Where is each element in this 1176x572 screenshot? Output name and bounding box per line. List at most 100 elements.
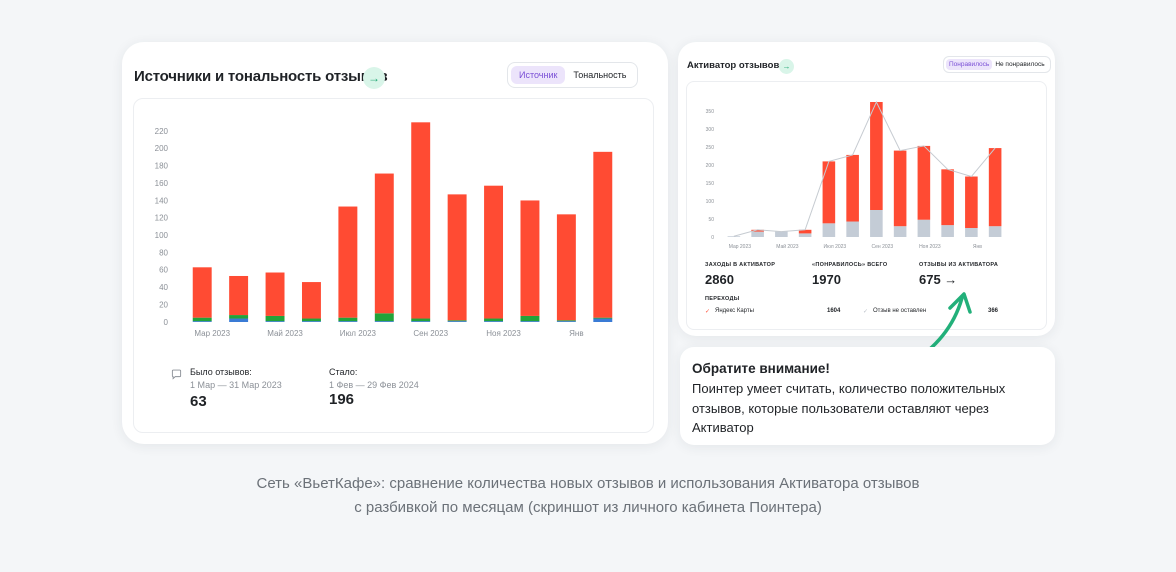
bar-segment[interactable] [520, 321, 540, 322]
bar-segment[interactable] [556, 321, 576, 322]
caption-line-2: с разбивкой по месяцам (скриншот из личн… [354, 499, 822, 516]
bar-segment[interactable] [822, 161, 836, 224]
y-tick-label: 120 [155, 214, 169, 223]
y-tick-label: 140 [155, 196, 169, 205]
stat-liked-caption: «ПОНРАВИЛОСЬ» ВСЕГО [812, 262, 888, 268]
bar-segment[interactable] [192, 321, 212, 322]
stat-liked-value: 1970 [812, 272, 841, 287]
x-tick-label: Ноя 2023 [486, 329, 521, 338]
bar-segment[interactable] [447, 194, 467, 321]
bar-segment[interactable] [751, 231, 764, 237]
bar-segment[interactable] [520, 315, 540, 322]
bar-segment[interactable] [301, 318, 321, 322]
y-tick-label: 0 [164, 318, 169, 327]
x-tick-label: Янв [569, 329, 583, 338]
bar-segment[interactable] [229, 275, 249, 316]
bar-segment[interactable] [374, 321, 394, 322]
bar-segment[interactable] [965, 176, 978, 228]
bar-segment[interactable] [484, 321, 504, 322]
bar-segment[interactable] [893, 150, 907, 227]
x-tick-label: Май 2023 [267, 329, 303, 338]
bar-segment[interactable] [751, 229, 764, 232]
bar-segment[interactable] [374, 313, 394, 322]
bar-segment[interactable] [229, 315, 249, 319]
bar-segment[interactable] [411, 318, 431, 322]
bar-segment[interactable] [265, 272, 285, 316]
bar-segment[interactable] [265, 315, 285, 322]
bar-segment[interactable] [988, 226, 1002, 237]
bar-segment[interactable] [229, 318, 249, 322]
bar-segment[interactable] [727, 236, 741, 237]
activator-panel: 0 50 100 150 200 250 300 350 Мар 2023 Май 2023 Июл… [686, 81, 1047, 330]
bar-segment[interactable] [411, 321, 431, 322]
bar-segment[interactable] [301, 282, 321, 319]
tab-liked[interactable]: Понравилось [946, 59, 993, 70]
bar-segment[interactable] [965, 228, 978, 237]
bar-segment[interactable] [484, 185, 504, 319]
bar-segment[interactable] [484, 318, 504, 322]
bar-segment[interactable] [338, 317, 358, 322]
transition-value: 366 [988, 308, 999, 314]
activator-title: Активатор отзывов [687, 60, 780, 71]
bar-segment[interactable] [520, 200, 540, 316]
bar-segment[interactable] [870, 102, 883, 210]
tab-tonality[interactable]: Тональность [573, 70, 627, 80]
y-tick-label: 200 [155, 144, 169, 153]
bar-segment[interactable] [593, 318, 613, 322]
bar-segment[interactable] [941, 225, 954, 237]
bar-segment[interactable] [338, 321, 358, 322]
stat-reviews-value[interactable]: 675 → [919, 272, 958, 287]
bar-segment[interactable] [775, 231, 788, 237]
bar-segment[interactable] [556, 214, 576, 321]
note-text: Поинтер умеет считать, количество положи… [692, 381, 1006, 435]
bar-segment[interactable] [447, 320, 467, 322]
bar-segment[interactable] [301, 321, 321, 322]
bar-segment[interactable] [798, 233, 812, 237]
y-tick-label: 250 [706, 145, 715, 151]
y-tick-label: 180 [155, 162, 169, 171]
y-tick-label: 40 [159, 283, 168, 292]
transition-label: Яндекс Карты [715, 308, 754, 314]
tab-source[interactable]: Источник [511, 66, 566, 84]
bar-segment[interactable] [374, 173, 394, 314]
stat-visits-caption: ЗАХОДЫ В АКТИВАТОР [705, 262, 776, 268]
bar-segment[interactable] [870, 210, 883, 237]
bar-segment[interactable] [846, 221, 859, 237]
transition-value: 1604 [827, 308, 841, 314]
bar-segment[interactable] [941, 169, 954, 226]
sources-card: Источники и тональность отзывов → Источн… [122, 42, 668, 444]
bar-segment[interactable] [411, 122, 431, 319]
bar-segment[interactable] [846, 154, 859, 222]
y-tick-label: 50 [708, 217, 714, 223]
bar-segment[interactable] [988, 148, 1002, 227]
bar-segment[interactable] [447, 321, 467, 322]
arrow-right-icon[interactable]: → [363, 67, 385, 89]
bar-segment[interactable] [265, 321, 285, 322]
transition-label: Отзыв не оставлен [873, 308, 927, 314]
bar-segment[interactable] [798, 229, 812, 234]
bar-segment[interactable] [917, 145, 931, 220]
bar-segment[interactable] [192, 317, 212, 322]
page-title: Источники и тональность отзывов [134, 68, 388, 85]
bar-segment[interactable] [556, 320, 576, 322]
x-tick-label: Июл 2023 [824, 244, 847, 250]
bar-segment[interactable] [917, 219, 931, 237]
bar-segment[interactable] [593, 151, 613, 318]
like-dislike-toggle[interactable]: Понравилось Не понравилось [943, 56, 1051, 73]
x-tick-label: Сен 2023 [413, 329, 448, 338]
bar-segment[interactable] [192, 267, 212, 318]
sources-bar-chart: 0 20 40 60 80 100 120 140 160 180 200 220 Мар 2023 Ма… [155, 122, 613, 338]
bar-segment[interactable] [822, 223, 836, 237]
bar-segment[interactable] [593, 317, 613, 319]
bar-segment[interactable] [338, 206, 358, 318]
bar-segment[interactable] [893, 226, 907, 237]
after-range: 1 Фев — 29 Фев 2024 [329, 380, 419, 390]
y-tick-label: 200 [706, 163, 715, 169]
tab-disliked[interactable]: Не понравилось [995, 61, 1045, 68]
before-range: 1 Мар — 31 Мар 2023 [190, 380, 282, 390]
source-tone-toggle[interactable]: Источник Тональность [507, 62, 639, 88]
transitions-caption: ПЕРЕХОДЫ [705, 296, 740, 302]
arrow-right-icon[interactable]: → [779, 59, 794, 74]
y-tick-label: 160 [155, 179, 169, 188]
x-tick-label: Сен 2023 [872, 244, 894, 250]
